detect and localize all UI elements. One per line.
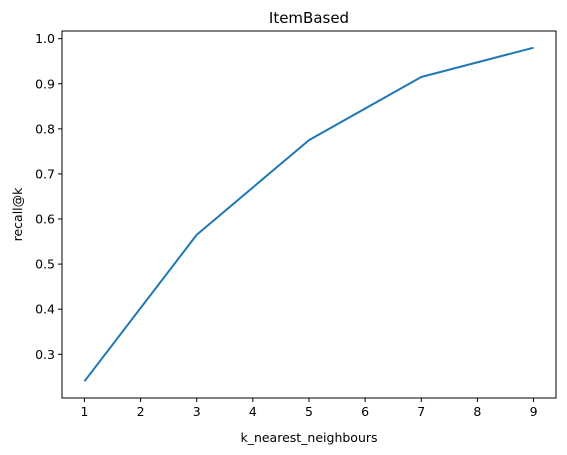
y-tick-label: 0.6: [35, 212, 55, 227]
y-axis-label: recall@k: [10, 187, 25, 242]
x-axis: 1 2 3 4 5 6 7 8 9: [80, 398, 538, 419]
y-tick-label: 1.0: [35, 31, 55, 46]
x-tick-label: 2: [137, 404, 145, 419]
x-tick-label: 3: [193, 404, 201, 419]
x-tick-label: 1: [80, 404, 88, 419]
y-tick-label: 0.4: [35, 302, 55, 317]
x-tick-label: 9: [530, 404, 538, 419]
y-tick-label: 0.9: [35, 76, 55, 91]
y-tick-label: 0.5: [35, 257, 55, 272]
series-line: [83, 46, 534, 382]
y-tick-label: 0.3: [35, 347, 55, 362]
x-tick-label: 8: [473, 404, 481, 419]
y-axis: 0.3 0.4 0.5 0.6 0.7 0.8 0.9 1.0: [35, 31, 62, 362]
chart-title: ItemBased: [269, 9, 349, 27]
x-tick-label: 5: [305, 404, 313, 419]
y-tick-label: 0.8: [35, 121, 55, 136]
series-layer: [83, 46, 534, 382]
plot-area-frame: [61, 30, 557, 399]
x-tick-label: 7: [417, 404, 425, 419]
x-tick-label: 4: [249, 404, 257, 419]
x-tick-label: 6: [361, 404, 369, 419]
x-axis-label: k_nearest_neighbours: [240, 430, 377, 445]
y-tick-label: 0.7: [35, 166, 55, 181]
